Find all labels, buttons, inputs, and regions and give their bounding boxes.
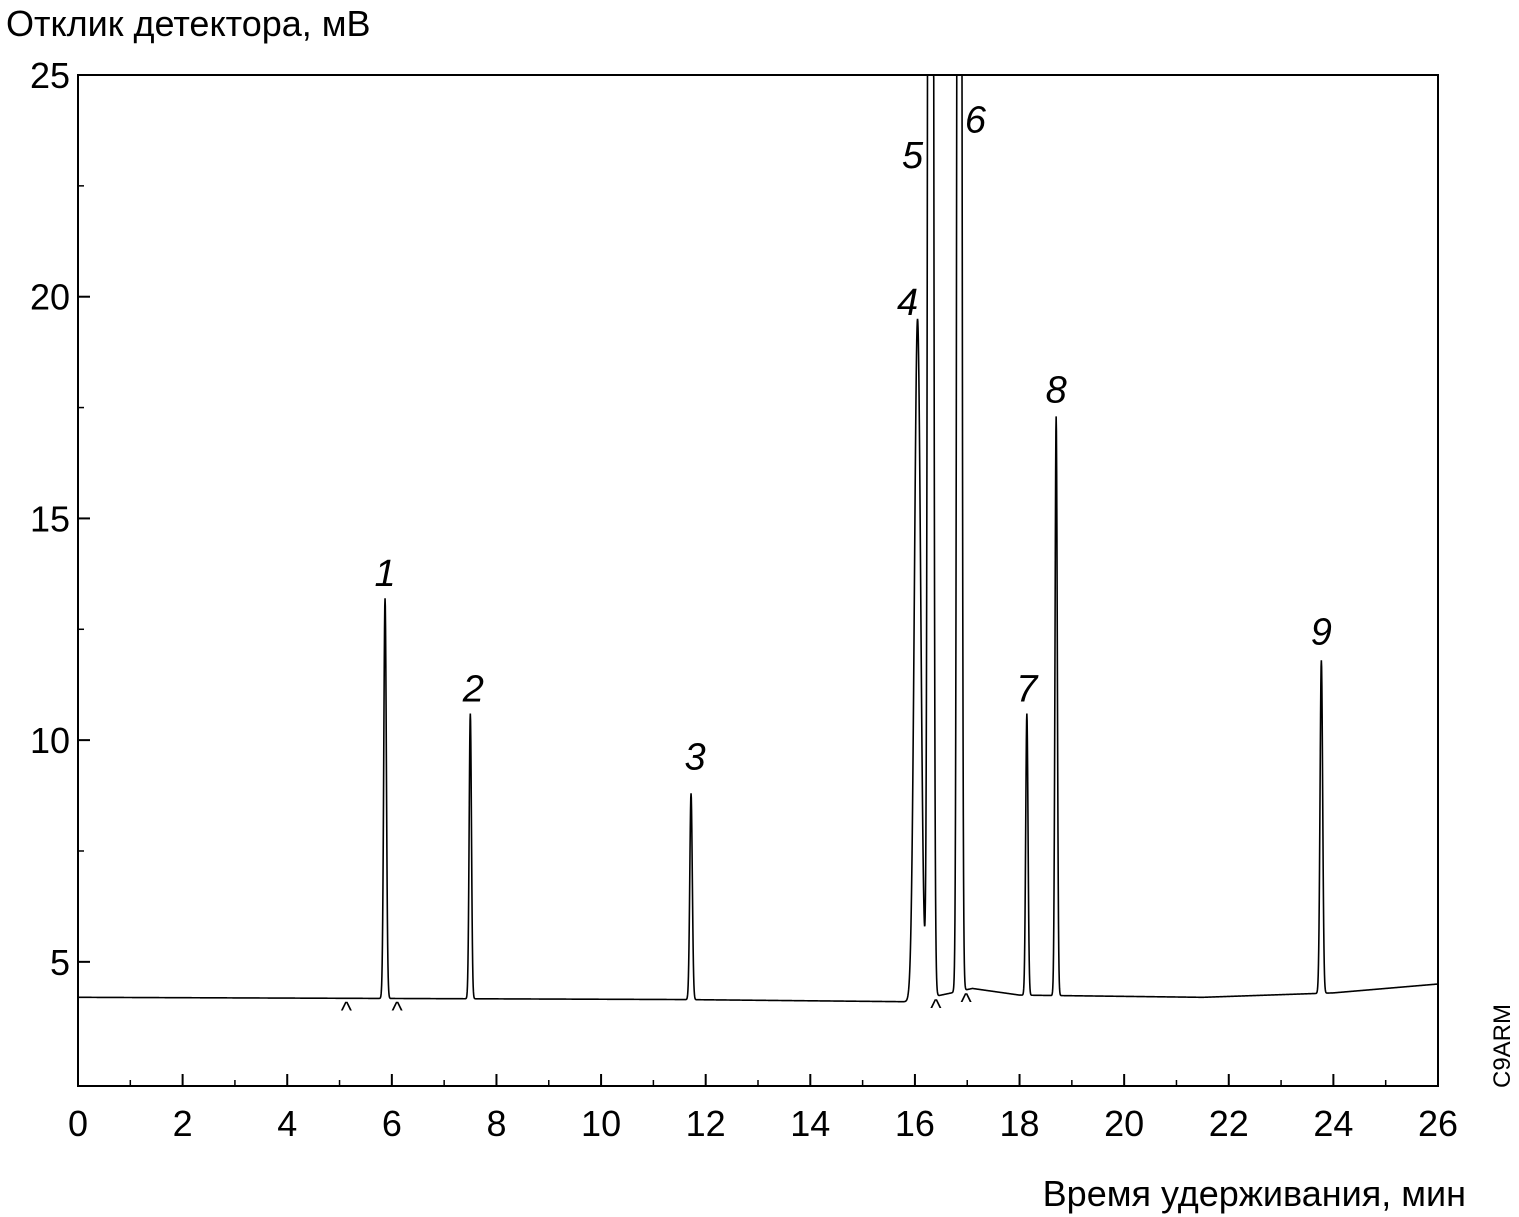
plot-area-frame: [77, 74, 1439, 1087]
peak-label-3: 3: [684, 736, 705, 778]
x-tick-label: 8: [486, 1103, 506, 1144]
peak-label-4: 4: [897, 282, 918, 324]
x-tick-label: 12: [686, 1103, 726, 1144]
peak-label-5: 5: [902, 135, 924, 177]
x-tick-label: 16: [895, 1103, 935, 1144]
integration-mark: ^: [961, 989, 973, 1016]
x-axis-label: Время удерживания, мин: [1043, 1173, 1466, 1214]
x-tick-label: 4: [277, 1103, 297, 1144]
y-tick-label: 25: [30, 55, 70, 96]
x-tick-label: 18: [1000, 1103, 1040, 1144]
y-tick-label: 5: [50, 942, 70, 983]
y-tick-label: 20: [30, 277, 70, 318]
x-tick-label: 2: [173, 1103, 193, 1144]
x-tick-label: 24: [1313, 1103, 1353, 1144]
figure-code: C9ARM: [1489, 1004, 1516, 1088]
x-tick-label: 10: [581, 1103, 621, 1144]
peak-label-1: 1: [374, 553, 395, 595]
chromatogram-trace: [78, 75, 1438, 1003]
peak-label-9: 9: [1311, 611, 1332, 653]
integration-mark: ^: [341, 997, 353, 1024]
chromatogram-line: [78, 75, 1438, 1003]
x-tick-label: 6: [382, 1103, 402, 1144]
integration-mark: ^: [930, 995, 942, 1022]
y-tick-label: 10: [30, 720, 70, 761]
x-tick-label: 26: [1418, 1103, 1458, 1144]
y-tick-label: 15: [30, 498, 70, 539]
peak-label-8: 8: [1046, 369, 1067, 411]
integration-mark: ^: [391, 997, 403, 1024]
x-tick-label: 22: [1209, 1103, 1249, 1144]
x-tick-label: 20: [1104, 1103, 1144, 1144]
peak-label-6: 6: [965, 100, 987, 142]
x-tick-label: 14: [790, 1103, 830, 1144]
peak-label-2: 2: [462, 669, 484, 711]
integration-marks: ^ ^ ^ ^: [341, 989, 973, 1025]
peak-label-7: 7: [1016, 669, 1039, 711]
y-axis-label: Отклик детектора, мВ: [6, 3, 371, 44]
peak-labels: 1 2 3 4 56 7 8 9: [374, 100, 1331, 779]
x-tick-label: 0: [68, 1103, 88, 1144]
